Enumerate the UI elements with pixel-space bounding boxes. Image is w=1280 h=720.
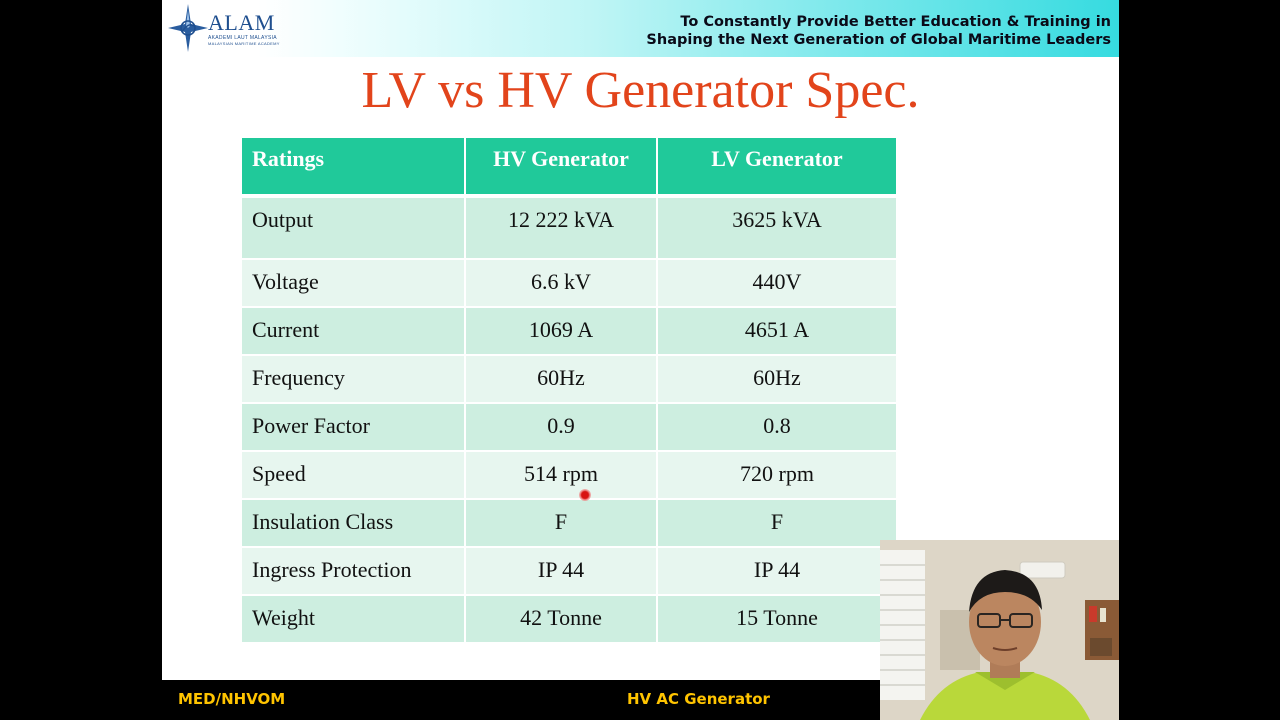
presenter-video-icon bbox=[880, 540, 1119, 720]
logo-subtitle-english: MALAYSIAN MARITIME ACADEMY bbox=[208, 41, 280, 46]
hv-value: 60Hz bbox=[464, 354, 658, 404]
lv-value: 3625 kVA bbox=[656, 195, 898, 260]
hv-value: 42 Tonne bbox=[464, 594, 658, 644]
rating-label: Speed bbox=[240, 450, 466, 500]
rating-label: Current bbox=[240, 306, 466, 356]
table-row: Ingress Protection IP 44 IP 44 bbox=[240, 546, 898, 596]
rating-label: Power Factor bbox=[240, 402, 466, 452]
table-row: Speed 514 rpm 720 rpm bbox=[240, 450, 898, 500]
lv-value: 4651 A bbox=[656, 306, 898, 356]
hv-value: IP 44 bbox=[464, 546, 658, 596]
table-header-row: Ratings HV Generator LV Generator bbox=[240, 136, 898, 198]
footer-topic: HV AC Generator bbox=[627, 690, 770, 708]
lv-value: 60Hz bbox=[656, 354, 898, 404]
rating-label: Insulation Class bbox=[240, 498, 466, 548]
hv-value: 1069 A bbox=[464, 306, 658, 356]
lv-value: 720 rpm bbox=[656, 450, 898, 500]
table-row: Frequency 60Hz 60Hz bbox=[240, 354, 898, 404]
table-row: Weight 42 Tonne 15 Tonne bbox=[240, 594, 898, 644]
lv-value: 15 Tonne bbox=[656, 594, 898, 644]
motto: To Constantly Provide Better Education &… bbox=[646, 13, 1111, 49]
rating-label: Ingress Protection bbox=[240, 546, 466, 596]
table-row: Current 1069 A 4651 A bbox=[240, 306, 898, 356]
hv-value: F bbox=[464, 498, 658, 548]
alam-logo: ALAM AKADEMI LAUT MALAYSIA MALAYSIAN MAR… bbox=[166, 2, 286, 54]
lv-value: 0.8 bbox=[656, 402, 898, 452]
table-row: Output 12 222 kVA 3625 kVA bbox=[240, 195, 898, 260]
rating-label: Frequency bbox=[240, 354, 466, 404]
header-ratings: Ratings bbox=[240, 136, 466, 198]
slide-title: LV vs HV Generator Spec. bbox=[361, 62, 920, 119]
lv-value: IP 44 bbox=[656, 546, 898, 596]
slide: ALAM AKADEMI LAUT MALAYSIA MALAYSIAN MAR… bbox=[162, 0, 1119, 680]
rating-label: Weight bbox=[240, 594, 466, 644]
rating-label: Output bbox=[240, 195, 466, 260]
hv-value: 6.6 kV bbox=[464, 258, 658, 308]
compass-star-icon bbox=[168, 4, 208, 52]
slide-header: ALAM AKADEMI LAUT MALAYSIA MALAYSIAN MAR… bbox=[162, 0, 1119, 57]
table-row: Insulation Class F F bbox=[240, 498, 898, 548]
logo-subtitle: AKADEMI LAUT MALAYSIA bbox=[208, 35, 277, 41]
footer-course-code: MED/NHVOM bbox=[178, 690, 286, 708]
header-hv-generator: HV Generator bbox=[464, 136, 658, 198]
lv-value: 440V bbox=[656, 258, 898, 308]
motto-line-1: To Constantly Provide Better Education &… bbox=[680, 14, 1111, 30]
webcam-overlay bbox=[880, 540, 1119, 720]
table-row: Power Factor 0.9 0.8 bbox=[240, 402, 898, 452]
lv-value: F bbox=[656, 498, 898, 548]
spec-table: Ratings HV Generator LV Generator Output… bbox=[240, 136, 898, 644]
motto-line-2: Shaping the Next Generation of Global Ma… bbox=[646, 32, 1111, 48]
header-lv-generator: LV Generator bbox=[656, 136, 898, 198]
laser-pointer-icon bbox=[579, 489, 591, 501]
hv-value: 12 222 kVA bbox=[464, 195, 658, 260]
hv-value: 514 rpm bbox=[464, 450, 658, 500]
rating-label: Voltage bbox=[240, 258, 466, 308]
hv-value: 0.9 bbox=[464, 402, 658, 452]
table-row: Voltage 6.6 kV 440V bbox=[240, 258, 898, 308]
logo-wordmark: ALAM bbox=[208, 10, 275, 35]
